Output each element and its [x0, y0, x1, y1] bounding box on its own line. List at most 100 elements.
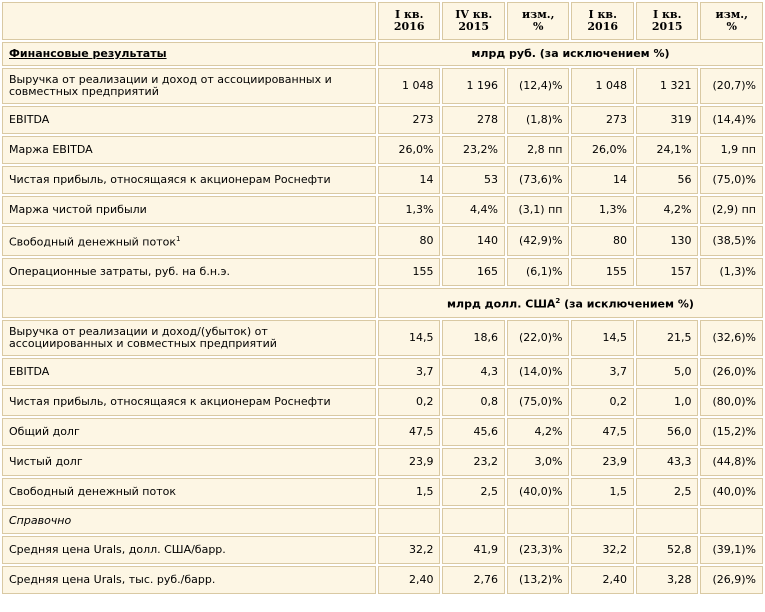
value-cell: 3,7 [377, 358, 441, 386]
value-cell: (14,0)% [506, 358, 570, 386]
value-cell: 157 [635, 258, 699, 286]
table-row: Общий долг 47,5 45,6 4,2% 47,5 56,0 (15,2)% [2, 418, 763, 446]
table-row: Операционные затраты, руб. на б.н.э. 155 1… [2, 258, 763, 286]
table-row: Средняя цена Urals, долл. США/барр. 32,2 4… [2, 536, 763, 564]
col-header: изм.,% [506, 2, 570, 40]
value-cell: 2,5 [635, 478, 699, 506]
header-corner [2, 2, 376, 40]
value-cell: (38,5)% [700, 226, 763, 256]
col-header: IV кв. 2015 [442, 2, 505, 40]
value-cell: 47,5 [377, 418, 441, 446]
table-row: Свободный денежный поток1 80 140 (42,9)% 80 1… [2, 226, 763, 256]
value-cell: 0,2 [571, 388, 634, 416]
value-cell: (39,1)% [700, 536, 763, 564]
value-cell: (1,3)% [700, 258, 763, 286]
row-label: Чистая прибыль, относящаяся к акционерам… [2, 166, 376, 194]
value-cell: 14 [377, 166, 441, 194]
value-cell: 56 [635, 166, 699, 194]
value-cell: 24,1% [635, 136, 699, 164]
row-label: Выручка от реализации и доход/(убыток) о… [2, 320, 376, 356]
value-cell: 23,2 [442, 448, 505, 476]
row-label: Выручка от реализации и доход от ассоции… [2, 68, 376, 104]
value-cell: (20,7)% [700, 68, 763, 104]
blank-cell [506, 508, 570, 534]
value-cell: 4,3 [442, 358, 505, 386]
table-row: Свободный денежный поток 1,5 2,5 (40,0)% 1,5… [2, 478, 763, 506]
blank-cell [2, 288, 376, 318]
value-cell: 0,8 [442, 388, 505, 416]
financial-results-table: I кв. 2016 IV кв. 2015 изм.,% I кв. 2016 I … [2, 2, 763, 594]
value-cell: 4,4% [442, 196, 505, 224]
value-cell: (12,4)% [506, 68, 570, 104]
row-label: Средняя цена Urals, тыс. руб./барр. [2, 566, 376, 594]
reference-header-row: Справочно [2, 508, 763, 534]
table-row: Чистый долг 23,9 23,2 3,0% 23,9 43,3 (44,8)% [2, 448, 763, 476]
value-cell: (75,0)% [700, 166, 763, 194]
row-label: Маржа чистой прибыли [2, 196, 376, 224]
section-header-row: Финансовые результаты млрд руб. (за искл… [2, 42, 763, 66]
value-cell: 155 [377, 258, 441, 286]
value-cell: 1,5 [377, 478, 441, 506]
value-cell: (13,2)% [506, 566, 570, 594]
row-label: Операционные затраты, руб. на б.н.э. [2, 258, 376, 286]
value-cell: 23,9 [571, 448, 634, 476]
value-cell: 47,5 [571, 418, 634, 446]
value-cell: (44,8)% [700, 448, 763, 476]
value-cell: 32,2 [377, 536, 441, 564]
value-cell: 0,2 [377, 388, 441, 416]
value-cell: (75,0)% [506, 388, 570, 416]
value-cell: (23,3)% [506, 536, 570, 564]
unit-label: млрд долл. США2 (за исключением %) [377, 288, 763, 318]
value-cell: 1,0 [635, 388, 699, 416]
value-cell: 273 [571, 106, 634, 134]
value-cell: (15,2)% [700, 418, 763, 446]
blank-cell [377, 508, 441, 534]
value-cell: (2,9) пп [700, 196, 763, 224]
value-cell: 4,2% [635, 196, 699, 224]
value-cell: 14 [571, 166, 634, 194]
row-label: Чистый долг [2, 448, 376, 476]
row-label: Чистая прибыль, относящаяся к акционерам… [2, 388, 376, 416]
value-cell: 80 [571, 226, 634, 256]
value-cell: 273 [377, 106, 441, 134]
value-cell: (22,0)% [506, 320, 570, 356]
table-row: EBITDA 3,7 4,3 (14,0)% 3,7 5,0 (26,0)% [2, 358, 763, 386]
value-cell: 43,3 [635, 448, 699, 476]
section-header-row: млрд долл. США2 (за исключением %) [2, 288, 763, 318]
unit-label: млрд руб. (за исключением %) [377, 42, 763, 66]
value-cell: 1,9 пп [700, 136, 763, 164]
value-cell: (1,8)% [506, 106, 570, 134]
value-cell: 53 [442, 166, 505, 194]
value-cell: 155 [571, 258, 634, 286]
value-cell: 2,76 [442, 566, 505, 594]
value-cell: (73,6)% [506, 166, 570, 194]
value-cell: (26,0)% [700, 358, 763, 386]
value-cell: 14,5 [377, 320, 441, 356]
value-cell: 1 048 [377, 68, 441, 104]
value-cell: (32,6)% [700, 320, 763, 356]
value-cell: 18,6 [442, 320, 505, 356]
value-cell: 2,5 [442, 478, 505, 506]
col-header: I кв. 2015 [635, 2, 699, 40]
table-row: Выручка от реализации и доход от ассоции… [2, 68, 763, 104]
value-cell: 130 [635, 226, 699, 256]
value-cell: (42,9)% [506, 226, 570, 256]
value-cell: 52,8 [635, 536, 699, 564]
value-cell: 32,2 [571, 536, 634, 564]
reference-title: Справочно [2, 508, 376, 534]
value-cell: 1,3% [571, 196, 634, 224]
value-cell: 23,2% [442, 136, 505, 164]
value-cell: (14,4)% [700, 106, 763, 134]
value-cell: 1,3% [377, 196, 441, 224]
value-cell: 278 [442, 106, 505, 134]
value-cell: 41,9 [442, 536, 505, 564]
value-cell: (26,9)% [700, 566, 763, 594]
row-label: EBITDA [2, 106, 376, 134]
row-label: Свободный денежный поток1 [2, 226, 376, 256]
value-cell: 5,0 [635, 358, 699, 386]
table-row: Средняя цена Urals, тыс. руб./барр. 2,40 2… [2, 566, 763, 594]
value-cell: 56,0 [635, 418, 699, 446]
row-label: Маржа EBITDA [2, 136, 376, 164]
value-cell: 165 [442, 258, 505, 286]
col-header: I кв. 2016 [377, 2, 441, 40]
